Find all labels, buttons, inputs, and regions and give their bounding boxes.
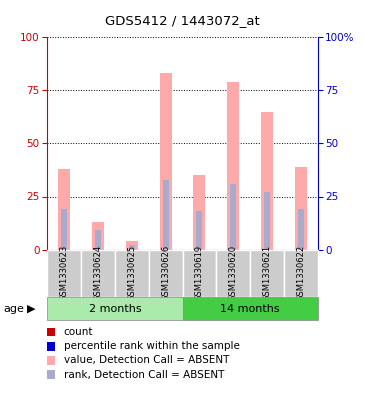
Bar: [216, 250, 250, 297]
Bar: [81, 250, 115, 297]
Text: 14 months: 14 months: [220, 303, 280, 314]
Bar: [227, 82, 239, 250]
Text: percentile rank within the sample: percentile rank within the sample: [64, 341, 240, 351]
Bar: [162, 180, 169, 250]
Text: GSM1330622: GSM1330622: [296, 245, 305, 301]
Text: GSM1330619: GSM1330619: [195, 245, 204, 301]
Bar: [47, 297, 182, 320]
Text: count: count: [64, 327, 93, 337]
Bar: [182, 297, 318, 320]
Bar: [160, 73, 172, 250]
Text: rank, Detection Call = ABSENT: rank, Detection Call = ABSENT: [64, 369, 224, 380]
Bar: [284, 250, 318, 297]
Bar: [297, 209, 304, 250]
Bar: [230, 184, 236, 250]
Bar: [47, 250, 81, 297]
Bar: [196, 211, 203, 250]
Bar: [129, 245, 135, 250]
Bar: [115, 250, 149, 297]
Bar: [261, 112, 273, 250]
Text: GSM1330621: GSM1330621: [262, 245, 272, 301]
Text: GSM1330625: GSM1330625: [127, 245, 137, 301]
Text: GDS5412 / 1443072_at: GDS5412 / 1443072_at: [105, 14, 260, 27]
Text: age: age: [4, 303, 24, 314]
Bar: [58, 169, 70, 250]
Bar: [149, 250, 182, 297]
Text: GSM1330626: GSM1330626: [161, 245, 170, 301]
Text: GSM1330624: GSM1330624: [93, 245, 103, 301]
Bar: [92, 222, 104, 250]
Bar: [193, 175, 205, 250]
Bar: [61, 209, 68, 250]
Bar: [264, 192, 270, 250]
Text: GSM1330623: GSM1330623: [60, 245, 69, 301]
Bar: [295, 167, 307, 250]
Text: 2 months: 2 months: [89, 303, 141, 314]
Text: GSM1330620: GSM1330620: [228, 245, 238, 301]
Text: value, Detection Call = ABSENT: value, Detection Call = ABSENT: [64, 355, 229, 365]
Bar: [250, 250, 284, 297]
Bar: [126, 241, 138, 250]
Bar: [182, 250, 216, 297]
Bar: [95, 230, 101, 250]
Text: ▶: ▶: [27, 303, 36, 314]
